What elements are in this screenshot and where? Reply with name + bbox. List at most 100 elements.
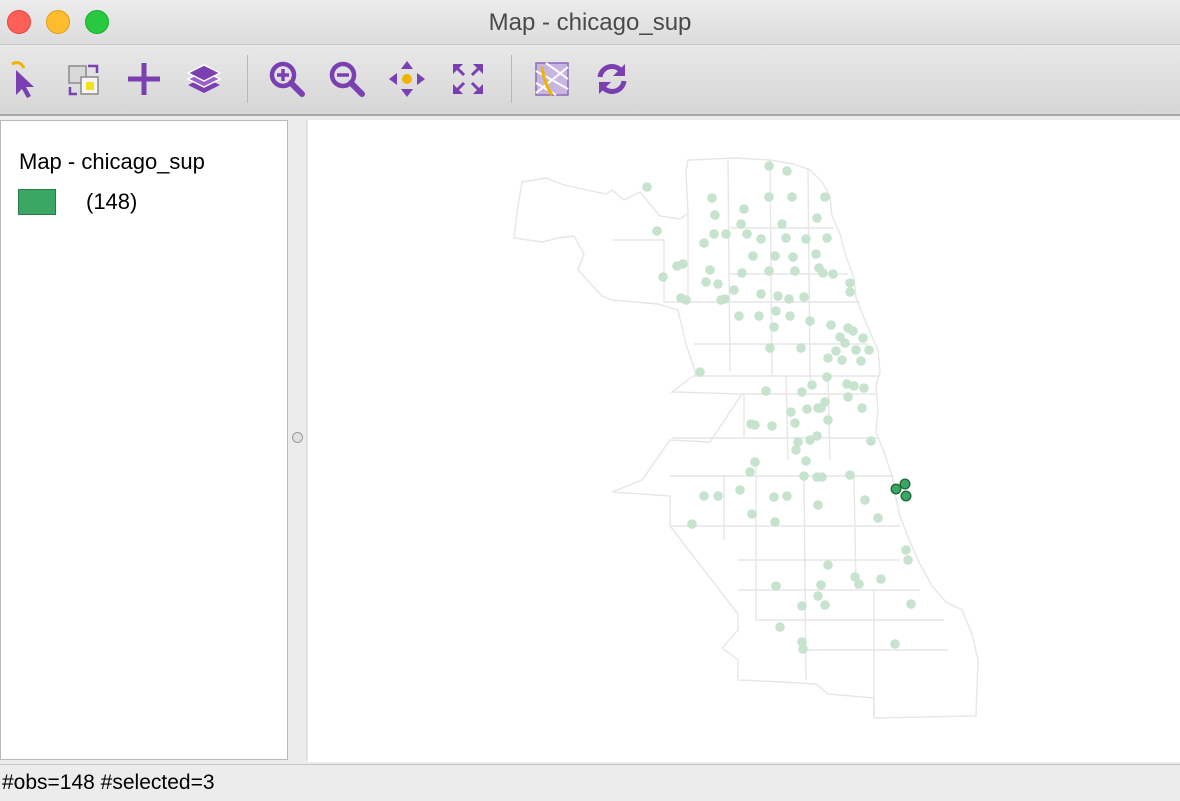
window-title: Map - chicago_sup [488, 9, 692, 36]
map-point [816, 580, 826, 590]
pointer-icon [11, 61, 34, 98]
map-point [707, 193, 717, 203]
splitter-handle[interactable] [292, 432, 303, 443]
map-point [737, 268, 747, 278]
map-point [773, 291, 783, 301]
map-point [782, 491, 792, 501]
map-point [859, 383, 869, 393]
selected-points[interactable] [890, 478, 912, 502]
map-point [860, 495, 870, 505]
map-point [851, 345, 861, 355]
legend-title: Map - chicago_sup [19, 149, 205, 174]
toolbar-separator [511, 55, 512, 103]
map-point [845, 470, 855, 480]
selected-map-point[interactable] [890, 483, 902, 495]
close-window-button[interactable] [7, 10, 31, 34]
map-point [816, 403, 826, 413]
map-point [796, 343, 806, 353]
map-view[interactable] [308, 120, 1180, 762]
map-point [761, 386, 771, 396]
map-point [823, 353, 833, 363]
map-point [788, 252, 798, 262]
community-boundaries [513, 157, 979, 719]
toolbar-separator [247, 55, 248, 103]
panel-splitter[interactable] [289, 120, 307, 760]
map-point [736, 219, 746, 229]
map-point [840, 338, 850, 348]
add-layer-button[interactable] [124, 59, 164, 99]
map-point [858, 333, 868, 343]
map-point [705, 265, 715, 275]
map-point [845, 287, 855, 297]
map-point [864, 345, 874, 355]
map-point [854, 579, 864, 589]
map-point [805, 316, 815, 326]
map-point [742, 229, 752, 239]
pan-arrows-icon [389, 61, 425, 97]
map-point [710, 210, 720, 220]
map-point [767, 421, 777, 431]
status-text: #obs=148 #selected=3 [2, 771, 215, 794]
map-point [790, 266, 800, 276]
zoom-in-button[interactable] [266, 59, 306, 99]
map-point [866, 436, 876, 446]
selected-map-point[interactable] [900, 490, 912, 502]
map-point [729, 285, 739, 295]
map-point [764, 266, 774, 276]
map-point [813, 591, 823, 601]
map-point [786, 407, 796, 417]
map-point [805, 435, 815, 445]
layers-button[interactable] [184, 59, 224, 99]
map-point [797, 601, 807, 611]
map-point [837, 355, 847, 365]
map-point [777, 219, 787, 229]
map-point [713, 279, 723, 289]
map-point [857, 403, 867, 413]
basemap-button[interactable] [532, 59, 572, 99]
map-point [823, 560, 833, 570]
map-point [769, 322, 779, 332]
pan-button[interactable] [387, 59, 427, 99]
legend-swatch[interactable] [18, 189, 56, 215]
map-point [672, 261, 682, 271]
zoom-out-icon [329, 61, 365, 97]
map-point [756, 289, 766, 299]
selection-mode-button[interactable] [64, 59, 104, 99]
map-point [813, 500, 823, 510]
full-extent-icon [453, 64, 483, 94]
map-point [790, 418, 800, 428]
layers-icon [186, 64, 222, 93]
map-point [764, 161, 774, 171]
map-point [856, 356, 866, 366]
map-point [890, 639, 900, 649]
map-point [822, 372, 832, 382]
map-point [748, 251, 758, 261]
map-point [756, 234, 766, 244]
map-toolbar [0, 45, 1180, 116]
map-point [820, 192, 830, 202]
map-point [739, 204, 749, 214]
map-point [812, 431, 822, 441]
map-point [901, 545, 911, 555]
map-point [906, 599, 916, 609]
map-point [826, 320, 836, 330]
map-canvas[interactable] [308, 120, 1180, 762]
map-point [734, 311, 744, 321]
zoom-out-button[interactable] [326, 59, 366, 99]
full-extent-button[interactable] [448, 59, 488, 99]
map-point [681, 295, 691, 305]
map-point [818, 268, 828, 278]
map-point [817, 472, 827, 482]
maximize-window-button[interactable] [85, 10, 109, 34]
status-bar: #obs=148 #selected=3 [0, 764, 1180, 801]
map-point [716, 295, 726, 305]
map-point [850, 572, 860, 582]
selected-map-point[interactable] [899, 478, 911, 490]
map-point [745, 467, 755, 477]
refresh-button[interactable] [592, 59, 632, 99]
map-point [802, 404, 812, 414]
map-point [799, 292, 809, 302]
map-point [769, 492, 779, 502]
minimize-window-button[interactable] [46, 10, 70, 34]
select-tool-button[interactable] [4, 59, 44, 99]
